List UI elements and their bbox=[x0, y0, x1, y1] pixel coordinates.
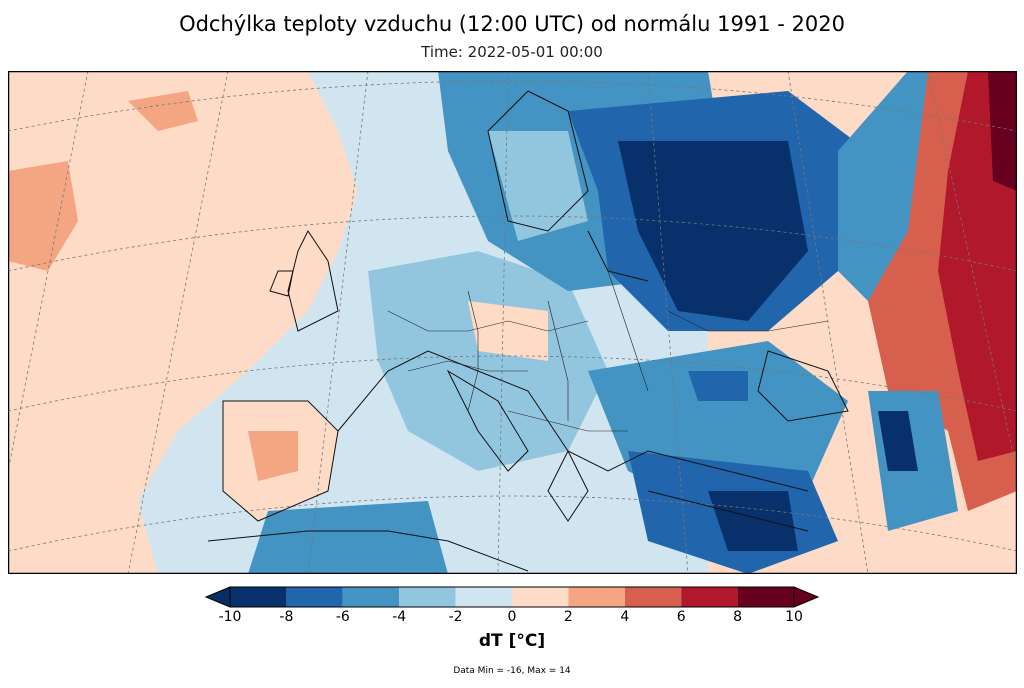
anomaly-zone-central-europe bbox=[368, 251, 608, 471]
colorbar-tick-label: 6 bbox=[676, 609, 686, 625]
map-title: Odchýlka teploty vzduchu (12:00 UTC) od … bbox=[179, 12, 845, 36]
temperature-anomaly-map bbox=[8, 71, 1017, 574]
anomaly-zone-north-africa bbox=[248, 501, 448, 574]
colorbar-tick-label: -4 bbox=[392, 609, 407, 625]
colorbar-segment bbox=[568, 587, 625, 607]
colorbar-border bbox=[229, 586, 795, 608]
data-min-max-label: Data Min = -16, Max = 14 bbox=[453, 666, 571, 676]
colorbar bbox=[204, 584, 820, 610]
colorbar-tick-label: 0 bbox=[507, 609, 517, 625]
colorbar-segment bbox=[681, 587, 738, 607]
colorbar-tick-label: 10 bbox=[785, 609, 803, 625]
colorbar-tick-label: -8 bbox=[279, 609, 294, 625]
colorbar-tick-label: -10 bbox=[218, 609, 242, 625]
colorbar-units-label: dT [°C] bbox=[478, 631, 546, 651]
colorbar-segment bbox=[737, 587, 794, 607]
graticule bbox=[8, 71, 1017, 574]
colorbar-segment bbox=[512, 587, 569, 607]
colorbar-segment bbox=[455, 587, 512, 607]
colorbar-segment bbox=[624, 587, 682, 607]
country-borders bbox=[387, 270, 829, 432]
colorbar-segment bbox=[286, 587, 343, 607]
colorbar-tick-label: 2 bbox=[563, 609, 573, 625]
colorbar-under-arrow bbox=[204, 586, 231, 608]
colorbar-segment bbox=[342, 587, 400, 607]
anomaly-zone-atlantic-warm bbox=[8, 161, 78, 271]
colorbar-tick-label: 4 bbox=[620, 609, 630, 625]
colorbar-segment bbox=[399, 587, 456, 607]
coastlines bbox=[207, 90, 849, 572]
colorbar-tick-label: 8 bbox=[733, 609, 743, 625]
colorbar-segment bbox=[230, 587, 287, 607]
colorbar-tick-label: -6 bbox=[335, 609, 350, 625]
colorbar-tick-label: -2 bbox=[448, 609, 463, 625]
map-subtitle: Time: 2022-05-01 00:00 bbox=[421, 43, 603, 61]
colorbar-over-arrow bbox=[793, 586, 820, 608]
